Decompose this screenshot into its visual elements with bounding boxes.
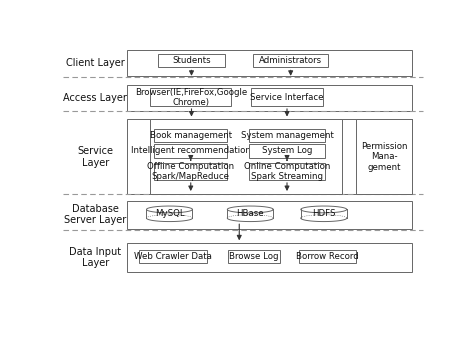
Text: Client Layer: Client Layer — [66, 58, 125, 68]
Text: Data Input
Layer: Data Input Layer — [69, 247, 121, 268]
FancyBboxPatch shape — [150, 88, 231, 106]
Bar — [146, 206, 192, 222]
Text: Intelligent recommendation: Intelligent recommendation — [131, 146, 251, 155]
FancyBboxPatch shape — [356, 119, 412, 194]
FancyBboxPatch shape — [127, 50, 412, 76]
Text: Students: Students — [172, 56, 211, 65]
Text: System Log: System Log — [262, 146, 312, 155]
FancyBboxPatch shape — [249, 164, 325, 180]
FancyBboxPatch shape — [154, 144, 228, 158]
FancyBboxPatch shape — [228, 250, 280, 263]
Text: Access Layer: Access Layer — [64, 93, 127, 103]
FancyBboxPatch shape — [251, 88, 323, 106]
Text: Database
Server Layer: Database Server Layer — [64, 204, 127, 226]
Text: Web Crawler Data: Web Crawler Data — [134, 252, 212, 261]
Text: HDFS: HDFS — [312, 209, 336, 218]
Text: Online Computation
Spark Streaming: Online Computation Spark Streaming — [244, 162, 330, 181]
Text: Borrow Record: Borrow Record — [296, 252, 359, 261]
FancyBboxPatch shape — [127, 85, 412, 111]
Bar — [301, 206, 346, 222]
Text: Browser(IE,FireFox,Google
Chrome): Browser(IE,FireFox,Google Chrome) — [135, 88, 247, 107]
Text: Service
Layer: Service Layer — [77, 146, 113, 168]
Text: Service Interface: Service Interface — [250, 93, 324, 102]
Text: Browse Log: Browse Log — [229, 252, 279, 261]
FancyBboxPatch shape — [154, 129, 228, 142]
FancyBboxPatch shape — [249, 129, 325, 142]
FancyBboxPatch shape — [150, 119, 342, 194]
FancyBboxPatch shape — [253, 54, 328, 68]
FancyBboxPatch shape — [127, 243, 412, 271]
FancyBboxPatch shape — [139, 250, 207, 263]
Text: System management: System management — [241, 131, 333, 140]
FancyBboxPatch shape — [127, 200, 412, 229]
Text: HBase: HBase — [237, 209, 264, 218]
Text: Offline Computation
Spark/MapReduce: Offline Computation Spark/MapReduce — [147, 162, 234, 181]
FancyBboxPatch shape — [127, 119, 412, 195]
Text: MySQL: MySQL — [155, 209, 184, 218]
Text: Permission
Mana-
gement: Permission Mana- gement — [361, 142, 407, 172]
FancyBboxPatch shape — [299, 250, 356, 263]
Bar — [228, 206, 273, 222]
Text: Book management: Book management — [150, 131, 232, 140]
FancyBboxPatch shape — [249, 144, 325, 158]
Text: Administrators: Administrators — [259, 56, 322, 65]
FancyBboxPatch shape — [157, 54, 226, 68]
FancyBboxPatch shape — [154, 164, 228, 180]
